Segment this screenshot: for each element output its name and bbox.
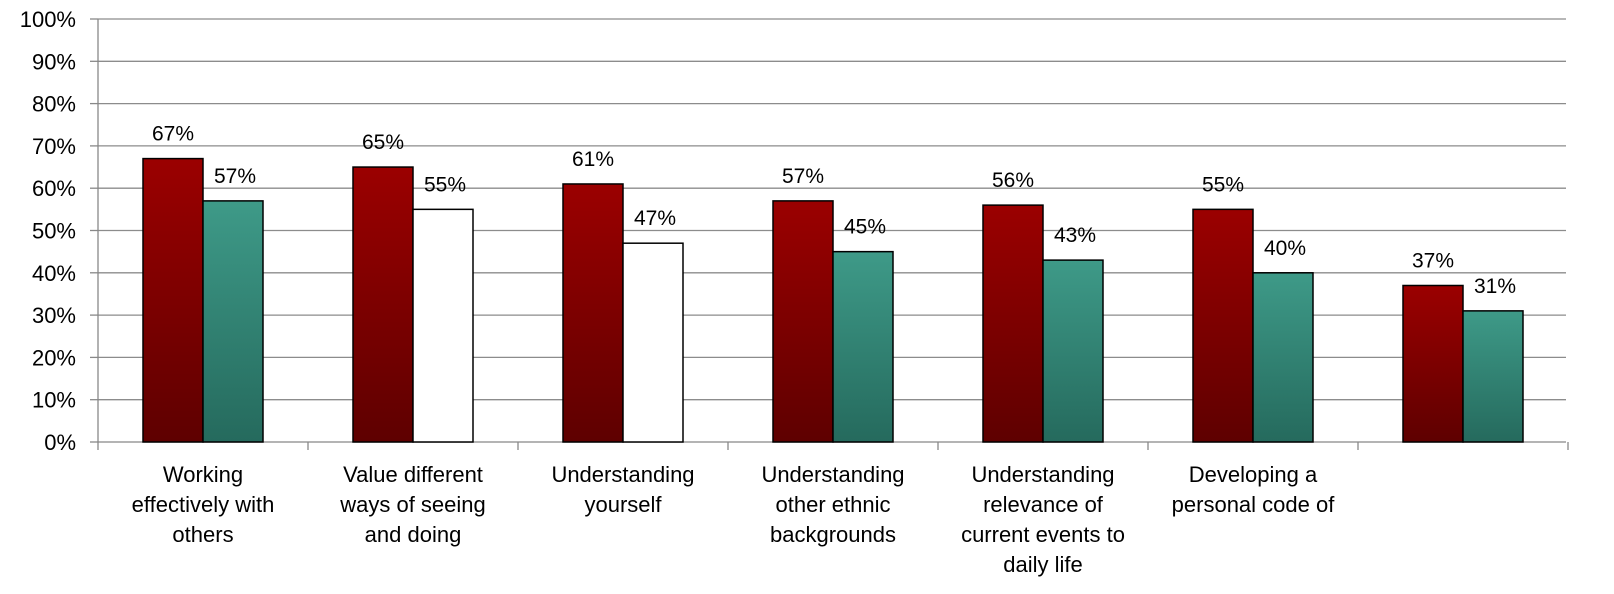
- x-category-label: Working: [163, 462, 243, 487]
- data-label: 55%: [424, 173, 466, 196]
- y-tick-label: 20%: [32, 345, 76, 370]
- y-axis: 0% 10% 20% 30% 40% 50% 60% 70% 80% 90% 100%: [20, 7, 99, 455]
- data-label: 37%: [1412, 249, 1454, 272]
- bar-series-2-0: [202, 200, 264, 443]
- bar-series-1-3: [772, 200, 834, 443]
- bar-series-2-2: [622, 242, 684, 443]
- x-category-label: others: [172, 522, 233, 547]
- y-tick-label: 70%: [32, 134, 76, 159]
- data-label: 61%: [572, 148, 614, 171]
- bar-series-1-0: [142, 157, 204, 443]
- data-label: 43%: [1054, 224, 1096, 247]
- x-axis: Working effectively with others Value diffe…: [97, 442, 1569, 577]
- bar-series-2-5: [1252, 272, 1314, 443]
- x-category-label: Value different: [343, 462, 483, 487]
- bar-series-2-4: [1042, 259, 1104, 443]
- bar-series-1-5: [1192, 208, 1254, 443]
- x-category-label: Understanding: [761, 462, 904, 487]
- x-category-label: and doing: [365, 522, 462, 547]
- x-category-label: relevance of: [983, 492, 1104, 517]
- x-category-label: other ethnic: [776, 492, 891, 517]
- bar-series-1-6: [1402, 284, 1464, 443]
- y-tick-label: 0%: [44, 430, 76, 455]
- y-tick-label: 100%: [20, 7, 76, 32]
- y-tick-label: 60%: [32, 176, 76, 201]
- bar-series-2-6: [1462, 310, 1524, 443]
- x-category-label: personal code of: [1172, 492, 1336, 517]
- x-category-label: effectively with: [132, 492, 275, 517]
- data-label: 65%: [362, 131, 404, 154]
- x-category-label: ways of seeing: [339, 492, 486, 517]
- data-label: 40%: [1264, 237, 1306, 260]
- y-tick-label: 50%: [32, 219, 76, 244]
- bar-series-1-1: [352, 166, 414, 443]
- y-tick-label: 10%: [32, 388, 76, 413]
- y-tick-label: 90%: [32, 49, 76, 74]
- x-category-label: Developing a: [1189, 462, 1318, 487]
- data-label: 31%: [1474, 275, 1516, 298]
- bar-series-2-1: [412, 208, 474, 443]
- bar-series-2-3: [832, 250, 894, 443]
- x-category-label: current events to: [961, 522, 1125, 547]
- y-tick-label: 30%: [32, 303, 76, 328]
- data-label: 67%: [152, 123, 194, 146]
- data-label: 55%: [1202, 173, 1244, 196]
- x-category-label: daily life: [1003, 552, 1082, 577]
- data-label: 56%: [992, 169, 1034, 192]
- x-category-label: yourself: [584, 492, 662, 517]
- x-category-label: backgrounds: [770, 522, 896, 547]
- bars: 67% 57% 65% 55% 61% 47% 57% 45% 56% 43% 55% 40% 37% 3…: [142, 123, 1524, 443]
- y-tick-label: 40%: [32, 261, 76, 286]
- data-label: 57%: [782, 165, 824, 188]
- x-category-label: Understanding: [551, 462, 694, 487]
- bar-series-1-4: [982, 204, 1044, 443]
- x-category-label: Understanding: [971, 462, 1114, 487]
- data-label: 57%: [214, 165, 256, 188]
- data-label: 47%: [634, 207, 676, 230]
- data-label: 45%: [844, 216, 886, 239]
- bar-series-1-2: [562, 183, 624, 443]
- y-tick-label: 80%: [32, 92, 76, 117]
